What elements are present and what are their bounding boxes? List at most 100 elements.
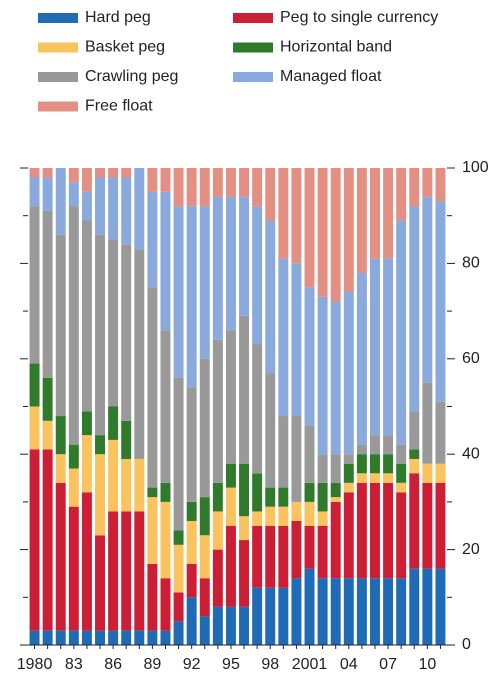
bar-segment [265,220,276,374]
bar-segment [186,597,197,645]
bar-segment [95,454,105,536]
bar-segment [225,196,236,331]
bar-segment [55,454,66,483]
y-tick-label: 60 [462,350,480,367]
y-tick-label: 40 [462,445,480,462]
legend-swatch [38,42,78,53]
bar-segment [252,587,263,645]
bar-segment [55,234,66,417]
bar-segment [435,463,446,483]
bar-segment [134,458,145,512]
bar-segment [199,497,210,536]
bar-segment [160,482,171,502]
bar-segment [42,449,53,631]
bar-segment [396,492,407,579]
bar-segment [265,168,276,221]
bar-segment [370,482,380,579]
bar-segment [422,568,433,645]
bar-segment [29,206,40,364]
bar-segment [265,506,276,526]
bar-segment [278,487,289,507]
bar-segment [108,511,119,631]
bar-segment [186,168,197,207]
x-tick-label: 95 [222,656,240,673]
bar-segment [186,563,197,598]
bar-segment [160,630,171,645]
bar-segment [212,606,223,645]
bar-segment [173,377,184,531]
bar-segment [356,168,367,273]
bar-segment [383,454,394,474]
bar-segment [147,487,158,498]
bar-segment [435,401,446,464]
bar-segment [291,168,302,264]
bar-segment [304,568,315,645]
bar-segment [409,449,420,459]
bar-segment [356,272,367,445]
bar-segment [225,487,236,526]
bar-segment [239,516,250,541]
bar-segment [173,168,184,207]
bar-segment [108,630,119,645]
bar-segment [330,301,341,455]
bar-segment [225,168,236,197]
bar-segment [95,168,105,178]
bar-segment [95,535,105,631]
bar-segment [239,315,250,464]
bar-segment [343,492,354,579]
bar-segment [186,520,197,564]
bar-segment [81,435,92,493]
bar-segment [186,501,197,521]
bar-segment [160,191,171,331]
bar-segment [356,482,367,579]
bar-segment [239,168,250,197]
bar-segment [317,511,328,526]
bar-segment [147,191,158,288]
x-tick-label: 98 [261,656,279,673]
bar-segment [330,578,341,645]
bar-segment [304,501,315,526]
bar-segment [68,444,79,469]
bar-segment [186,206,197,388]
bar-segment [239,463,250,517]
bar-segment [173,206,184,378]
bar-segment [108,177,119,240]
bar-segment [121,511,132,631]
bar-segment [95,630,105,645]
bar-segment [160,330,171,483]
legend-swatch [233,42,273,53]
x-tick-label: 04 [340,656,358,673]
bar-segment [343,463,354,483]
bar-segment [396,463,407,483]
bar-segment [121,168,132,178]
bar-segment [108,168,119,178]
bar-segment [435,482,446,569]
bar-segment [356,578,367,645]
bar-segment [383,482,394,579]
bar-segment [108,406,119,440]
bar-segment [435,568,446,645]
bar-segment [409,458,420,474]
bar-segment [422,168,433,197]
bar-segment [370,168,380,259]
bar-segment [278,168,289,259]
bar-segment [304,482,315,502]
bar-segment [81,411,92,436]
bar-segment [212,511,223,550]
bar-segment [356,454,367,474]
bar-segment [383,578,394,645]
bar-segment [199,578,210,617]
legend-label: Hard peg [85,9,151,26]
bar-segment [278,525,289,588]
bar-segment [422,382,433,464]
x-tick-label: 83 [65,656,83,673]
bar-segment [383,168,394,259]
bar-segment [330,482,341,498]
bar-segment [330,168,341,302]
bar-segment [409,168,420,207]
bar-segment [108,239,119,407]
bar-segment [409,473,420,569]
bar-segment [396,168,407,221]
bar-segment [278,587,289,645]
bar-segment [147,168,158,192]
